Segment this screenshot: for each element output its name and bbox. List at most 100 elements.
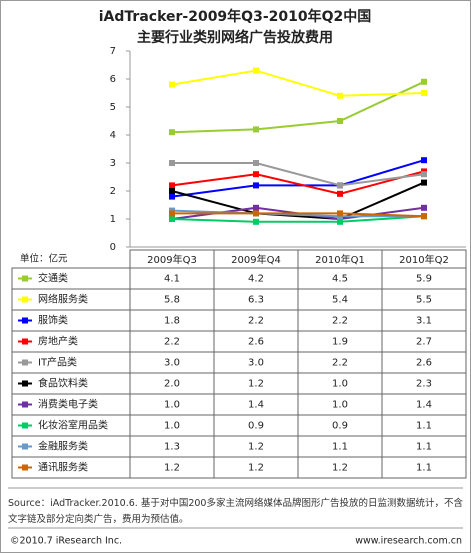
table-cell: 1.3 bbox=[164, 442, 180, 453]
y-tick-label: 7 bbox=[110, 46, 116, 57]
table-cell: 1.2 bbox=[248, 379, 264, 390]
y-tick-label: 3 bbox=[110, 158, 116, 169]
y-tick-label: 2 bbox=[110, 186, 116, 197]
legend-label: 房地产类 bbox=[38, 335, 78, 348]
chart-subtitle: 主要行业类别网络广告投放费用 bbox=[137, 29, 333, 46]
table-cell: 1.2 bbox=[248, 442, 264, 453]
table-cell: 2.2 bbox=[248, 316, 264, 327]
point-marker bbox=[169, 182, 175, 189]
table-cell: 4.2 bbox=[248, 274, 264, 285]
table-cell: 1.2 bbox=[164, 463, 180, 474]
table-cell: 1.2 bbox=[248, 463, 264, 474]
table-cell: 0.9 bbox=[248, 421, 264, 432]
table-cell: 1.1 bbox=[416, 442, 432, 453]
point-marker bbox=[421, 204, 427, 211]
legend-label: 通讯服务类 bbox=[38, 461, 88, 474]
series-line bbox=[171, 181, 425, 221]
table-cell: 2.0 bbox=[164, 379, 180, 390]
point-marker bbox=[169, 129, 175, 136]
table-cell: 1.8 bbox=[164, 316, 180, 327]
legend-label: 金融服务类 bbox=[38, 440, 88, 453]
series-line bbox=[171, 215, 425, 223]
legend-swatch-marker bbox=[22, 275, 28, 282]
point-marker bbox=[253, 126, 259, 133]
unit-label: 单位：亿元 bbox=[20, 253, 68, 265]
table-cell: 1.0 bbox=[332, 400, 348, 411]
table-cell: 1.4 bbox=[416, 400, 432, 411]
column-header: 2009年Q3 bbox=[147, 253, 197, 266]
y-tick-label: 6 bbox=[110, 74, 116, 85]
legend-swatch-marker bbox=[22, 422, 28, 429]
point-marker bbox=[253, 182, 259, 189]
legend-label: 食品饮料类 bbox=[38, 377, 88, 390]
website: www.iresearch.com.cn bbox=[355, 536, 462, 547]
legend-swatch-marker bbox=[22, 338, 28, 345]
table-cell: 4.5 bbox=[332, 274, 348, 285]
point-marker bbox=[169, 188, 175, 194]
point-marker bbox=[337, 92, 343, 99]
y-tick-label: 1 bbox=[110, 214, 116, 225]
table-cell: 1.1 bbox=[416, 463, 432, 474]
series-line bbox=[171, 170, 425, 195]
table-cell: 2.2 bbox=[332, 316, 348, 327]
table-cell: 4.1 bbox=[164, 274, 180, 285]
point-marker bbox=[337, 182, 343, 189]
legend-label: IT产品类 bbox=[38, 356, 77, 369]
point-marker bbox=[421, 90, 427, 96]
point-marker bbox=[253, 160, 259, 166]
table-cell: 2.6 bbox=[248, 337, 264, 348]
point-marker bbox=[169, 81, 175, 88]
series-line bbox=[171, 209, 424, 218]
series-line bbox=[172, 212, 425, 218]
point-marker bbox=[169, 193, 175, 200]
table-cell: 2.2 bbox=[164, 337, 180, 348]
point-marker bbox=[421, 213, 427, 220]
point-marker bbox=[421, 179, 427, 186]
legend-label: 化妆浴室用品类 bbox=[38, 419, 108, 432]
table-cell: 2.7 bbox=[416, 337, 432, 348]
table-cell: 3.0 bbox=[164, 358, 180, 369]
point-marker bbox=[253, 171, 259, 178]
column-header: 2010年Q1 bbox=[315, 253, 365, 266]
table-cell: 1.0 bbox=[332, 379, 348, 390]
legend-swatch-marker bbox=[22, 464, 28, 471]
table-cell: 1.0 bbox=[164, 400, 180, 411]
table-cell: 3.1 bbox=[416, 316, 432, 327]
point-marker bbox=[421, 171, 427, 178]
table-cell: 1.4 bbox=[248, 400, 264, 411]
series-line bbox=[171, 159, 425, 198]
table-cell: 2.3 bbox=[416, 379, 432, 390]
point-marker bbox=[253, 218, 259, 225]
legend-label: 交通类 bbox=[38, 272, 68, 285]
legend-label: 网络服务类 bbox=[38, 293, 88, 306]
series-line bbox=[172, 162, 425, 187]
point-marker bbox=[253, 210, 259, 217]
legend-label: 消费类电子类 bbox=[38, 398, 98, 411]
point-marker bbox=[169, 216, 175, 222]
point-marker bbox=[169, 210, 175, 217]
table-cell: 0.9 bbox=[332, 421, 348, 432]
table-cell: 5.5 bbox=[416, 295, 432, 306]
point-marker bbox=[337, 210, 343, 217]
table-cell: 5.9 bbox=[416, 274, 432, 285]
point-marker bbox=[253, 204, 259, 211]
table-cell: 1.1 bbox=[332, 442, 348, 453]
column-header: 2009年Q4 bbox=[231, 253, 281, 266]
source-note: Source：iAdTracker.2010.6. 基于对中国200多家主流网络… bbox=[8, 498, 463, 525]
legend-swatch-marker bbox=[22, 380, 28, 387]
legend-swatch-marker bbox=[22, 443, 28, 450]
legend-label: 服饰类 bbox=[38, 314, 68, 327]
legend-swatch-marker bbox=[22, 401, 28, 408]
table-cell: 1.2 bbox=[332, 463, 348, 474]
point-marker bbox=[337, 190, 343, 197]
table-cell: 5.8 bbox=[164, 295, 180, 306]
point-marker bbox=[169, 160, 175, 166]
legend-swatch-marker bbox=[22, 296, 28, 303]
table-cell: 2.2 bbox=[332, 358, 348, 369]
point-marker bbox=[337, 118, 343, 124]
legend-swatch-marker bbox=[22, 317, 28, 324]
point-marker bbox=[421, 78, 427, 85]
series-line bbox=[171, 69, 425, 97]
